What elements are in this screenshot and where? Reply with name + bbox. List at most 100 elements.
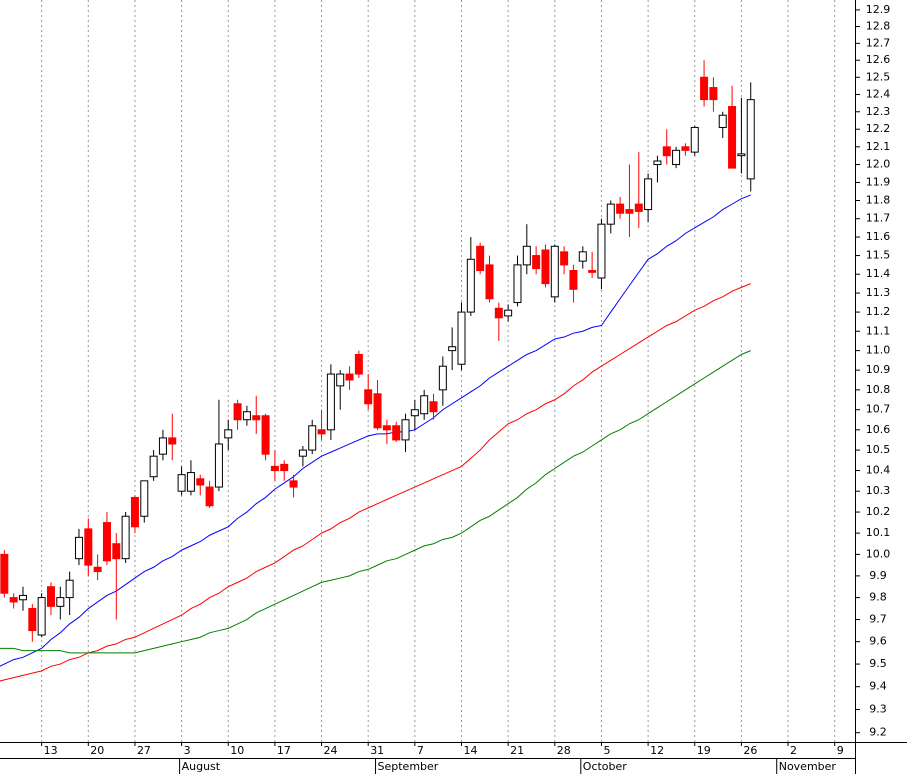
candle-body <box>718 114 727 128</box>
y-tick-label: 11.6 <box>866 230 891 243</box>
y-tick-label: 10.3 <box>866 484 891 497</box>
y-tick-label: 10.6 <box>866 423 891 436</box>
x-tick-label: 5 <box>603 744 610 757</box>
candle-body <box>737 153 746 157</box>
candle-body <box>205 486 214 507</box>
x-tick-label: 6 <box>0 744 1 757</box>
candle-body <box>476 245 485 271</box>
candle-body <box>102 522 111 562</box>
candle-body <box>560 251 569 266</box>
y-tick-label: 12.2 <box>866 122 891 135</box>
x-tick-label: 17 <box>277 744 291 757</box>
x-tick-label: 9 <box>837 744 844 757</box>
candle-body <box>532 255 541 270</box>
candle-body <box>65 579 74 599</box>
x-tick-label: 10 <box>230 744 244 757</box>
candle-body <box>56 597 65 607</box>
candle-body <box>513 264 522 304</box>
candle-body <box>420 395 429 415</box>
candle-body <box>457 311 466 365</box>
y-tick-label: 10.9 <box>866 363 891 376</box>
candle-body <box>84 528 93 566</box>
candle-body <box>345 373 354 381</box>
candle-body <box>709 87 718 101</box>
x-tick-label: 2 <box>790 744 797 757</box>
candle-body <box>112 543 121 560</box>
candle-body <box>578 251 587 262</box>
y-tick-label: 9.5 <box>869 657 887 670</box>
candle-body <box>242 411 251 421</box>
candle-body <box>522 245 531 266</box>
x-tick-label: 20 <box>90 744 104 757</box>
candle-body <box>289 480 298 488</box>
candle-body <box>690 126 699 153</box>
candle-body <box>672 149 681 166</box>
y-tick-label: 10.2 <box>866 505 891 518</box>
x-tick-label: 27 <box>137 744 151 757</box>
x-tick-label: 19 <box>697 744 711 757</box>
x-tick-label: 21 <box>510 744 524 757</box>
candle-body <box>177 474 186 492</box>
candle-body <box>270 465 279 472</box>
month-label: September <box>378 760 439 773</box>
candle-body <box>168 437 177 445</box>
y-tick-label: 12.0 <box>866 158 891 171</box>
candle-body <box>233 403 242 421</box>
moving-average-line <box>0 194 751 667</box>
candle-body <box>261 415 270 455</box>
y-tick-label: 9.8 <box>869 591 887 604</box>
candle-body <box>280 463 289 472</box>
candle-body <box>308 425 317 451</box>
candle-body <box>46 586 55 607</box>
y-tick-label: 10.5 <box>866 443 891 456</box>
candle-body <box>597 223 606 279</box>
candle-body <box>130 496 139 528</box>
plot-area <box>0 60 755 682</box>
candle-body <box>606 203 615 225</box>
x-tick-label: 24 <box>324 744 338 757</box>
y-tick-label: 12.1 <box>866 140 891 153</box>
y-tick-label: 11.4 <box>866 267 891 280</box>
x-tick-label: 3 <box>184 744 191 757</box>
candle-body <box>326 373 335 431</box>
y-tick-label: 12.3 <box>866 105 891 118</box>
candle-body <box>354 353 363 375</box>
x-tick-label: 13 <box>44 744 58 757</box>
moving-average-line <box>0 283 751 682</box>
y-tick-label: 9.7 <box>869 613 887 626</box>
x-tick-label: 31 <box>370 744 384 757</box>
x-tick-label: 28 <box>557 744 571 757</box>
x-tick-label: 12 <box>650 744 664 757</box>
x-tick-label: 26 <box>743 744 757 757</box>
grid-layer <box>41 0 836 742</box>
candle-body <box>746 99 755 180</box>
candle-body <box>37 597 46 636</box>
candle-body <box>681 146 690 151</box>
y-tick-label: 12.7 <box>866 36 891 49</box>
x-tick-label: 14 <box>464 744 478 757</box>
y-tick-label: 11.3 <box>866 286 891 299</box>
y-tick-label: 10.8 <box>866 383 891 396</box>
y-tick-label: 12.6 <box>866 53 891 66</box>
candle-body <box>140 480 149 517</box>
y-tick-label: 12.5 <box>866 70 891 83</box>
candle-body <box>373 393 382 429</box>
y-tick-label: 11.0 <box>866 344 891 357</box>
candle-body <box>634 203 643 212</box>
y-tick-label: 9.9 <box>869 569 887 582</box>
y-tick-label: 9.3 <box>869 703 887 716</box>
x-tick-label: 7 <box>417 744 424 757</box>
candle-body <box>336 373 345 387</box>
y-tick-label: 10.4 <box>866 464 891 477</box>
y-tick-label: 12.4 <box>866 87 891 100</box>
moving-average-line <box>0 350 751 654</box>
candle-body <box>438 365 447 391</box>
candle-body <box>401 419 410 441</box>
candle-body <box>569 269 578 290</box>
candle-body <box>616 203 625 214</box>
candle-body <box>196 478 205 486</box>
candle-body <box>158 437 167 455</box>
